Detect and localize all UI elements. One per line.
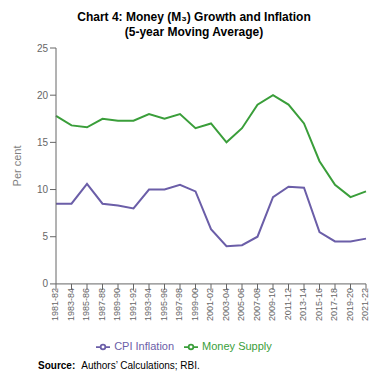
svg-text:0: 0 [42, 278, 48, 289]
svg-text:2011-12: 2011-12 [283, 288, 293, 320]
svg-text:15: 15 [37, 137, 49, 148]
svg-text:1981-82: 1981-82 [50, 288, 60, 321]
svg-text:2009-10: 2009-10 [267, 288, 277, 321]
svg-text:2003-04: 2003-04 [221, 288, 231, 321]
svg-text:2005-06: 2005-06 [236, 288, 246, 321]
html-text:Source:: Source: [38, 360, 76, 371]
svg-text:20: 20 [37, 90, 49, 101]
html-text:CPI Inflation: CPI Inflation [114, 339, 175, 352]
html-text:Money Supply: Money Supply [202, 339, 272, 352]
svg-text:2017-18: 2017-18 [329, 288, 339, 321]
svg-text:Per cent: Per cent [11, 145, 23, 186]
svg-text:1985-86: 1985-86 [81, 288, 91, 321]
html-text:Authors’ Calculations; RBI.: Authors’ Calculations; RBI. [81, 360, 200, 371]
svg-text:1991-92: 1991-92 [128, 288, 138, 321]
svg-text:2013-14: 2013-14 [298, 288, 308, 321]
html-text:Chart 4: Money (M₃) Growth and: Chart 4: Money (M₃) Growth and Inflation [77, 10, 311, 24]
svg-text:5: 5 [42, 231, 48, 242]
svg-text:2019-20: 2019-20 [345, 288, 355, 321]
svg-text:1993-94: 1993-94 [143, 288, 153, 321]
svg-text:2015-16: 2015-16 [314, 288, 324, 321]
svg-text:1987-88: 1987-88 [97, 288, 107, 321]
svg-text:1983-84: 1983-84 [66, 288, 76, 321]
svg-text:1999-00: 1999-00 [190, 288, 200, 321]
svg-text:1989-90: 1989-90 [112, 288, 122, 321]
svg-text:25: 25 [37, 43, 49, 54]
html-text:(5-year Moving Average): (5-year Moving Average) [124, 25, 264, 39]
svg-text:2007-08: 2007-08 [252, 288, 262, 321]
svg-text:1995-96: 1995-96 [159, 288, 169, 321]
svg-text:2001-02: 2001-02 [205, 288, 215, 321]
svg-text:2021-22: 2021-22 [360, 288, 370, 321]
svg-text:1997-98: 1997-98 [174, 288, 184, 321]
svg-text:10: 10 [37, 184, 49, 195]
